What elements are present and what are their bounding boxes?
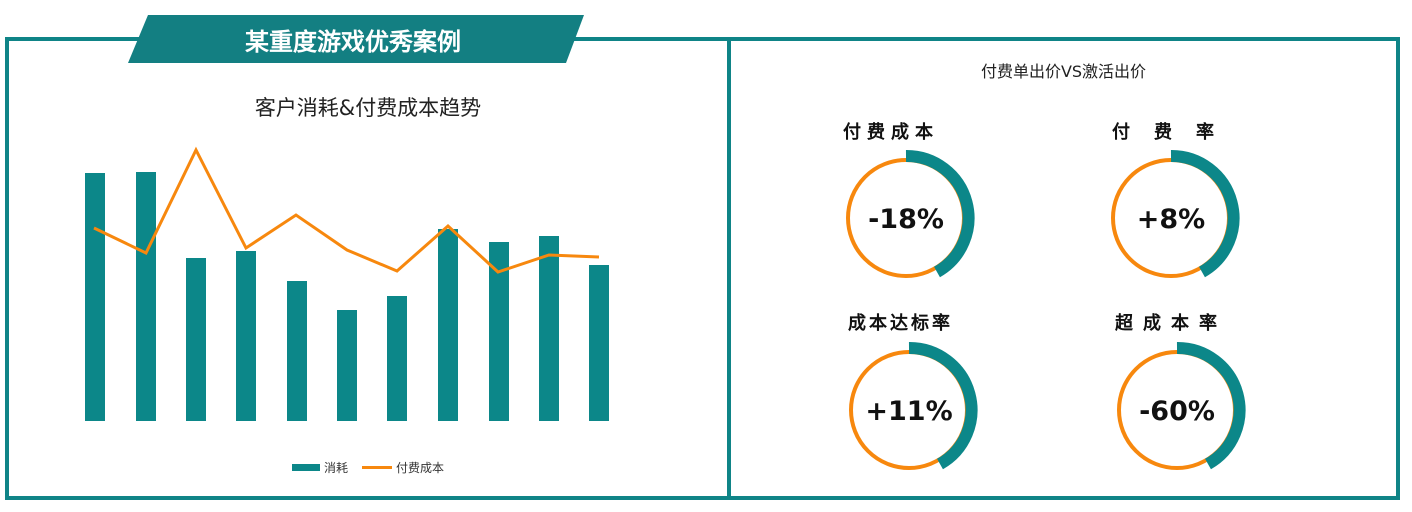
metric-value-pay-rate: +8% [1136, 204, 1206, 235]
line-series [93, 146, 600, 274]
metric-label-paid-cost: 付费成本 [843, 122, 939, 143]
metric-label-pay-rate: 付费率 [1112, 122, 1238, 143]
bar [489, 242, 509, 421]
bar [589, 265, 609, 421]
chart-title: 客户消耗&付费成本趋势 [254, 96, 482, 120]
metric-label-cost-compliance-rate: 成本达标率 [848, 313, 953, 334]
legend-bar-swatch [292, 464, 320, 471]
legend-line-swatch [362, 466, 393, 469]
bar-series [85, 172, 609, 421]
right-panel [727, 37, 1400, 500]
bar [85, 173, 105, 421]
combo-chart [85, 146, 609, 421]
metric-value-cost-compliance-rate: +11% [865, 396, 953, 427]
chart-legend: 消耗 付费成本 [292, 459, 444, 476]
bar [337, 310, 357, 421]
ring-gauge [1111, 149, 1240, 278]
bar [287, 281, 307, 421]
legend-line-label: 付费成本 [396, 461, 445, 475]
bar [186, 258, 206, 421]
bar [539, 236, 559, 421]
metric-value-over-cost-rate: -60% [1139, 396, 1215, 427]
banner-title: 某重度游戏优秀案例 [245, 28, 461, 56]
ring-gauge [849, 341, 978, 470]
ring-gauge [846, 149, 975, 278]
bar [236, 251, 256, 421]
bar [438, 229, 458, 421]
ring-gauge [1117, 341, 1246, 470]
legend-bar-label: 消耗 [324, 461, 349, 475]
right-panel-title: 付费单出价VS激活出价 [980, 62, 1147, 81]
metric-label-over-cost-rate: 超成本率 [1115, 313, 1227, 334]
bar [136, 172, 156, 421]
bar [387, 296, 407, 421]
metric-value-paid-cost: -18% [868, 204, 944, 235]
